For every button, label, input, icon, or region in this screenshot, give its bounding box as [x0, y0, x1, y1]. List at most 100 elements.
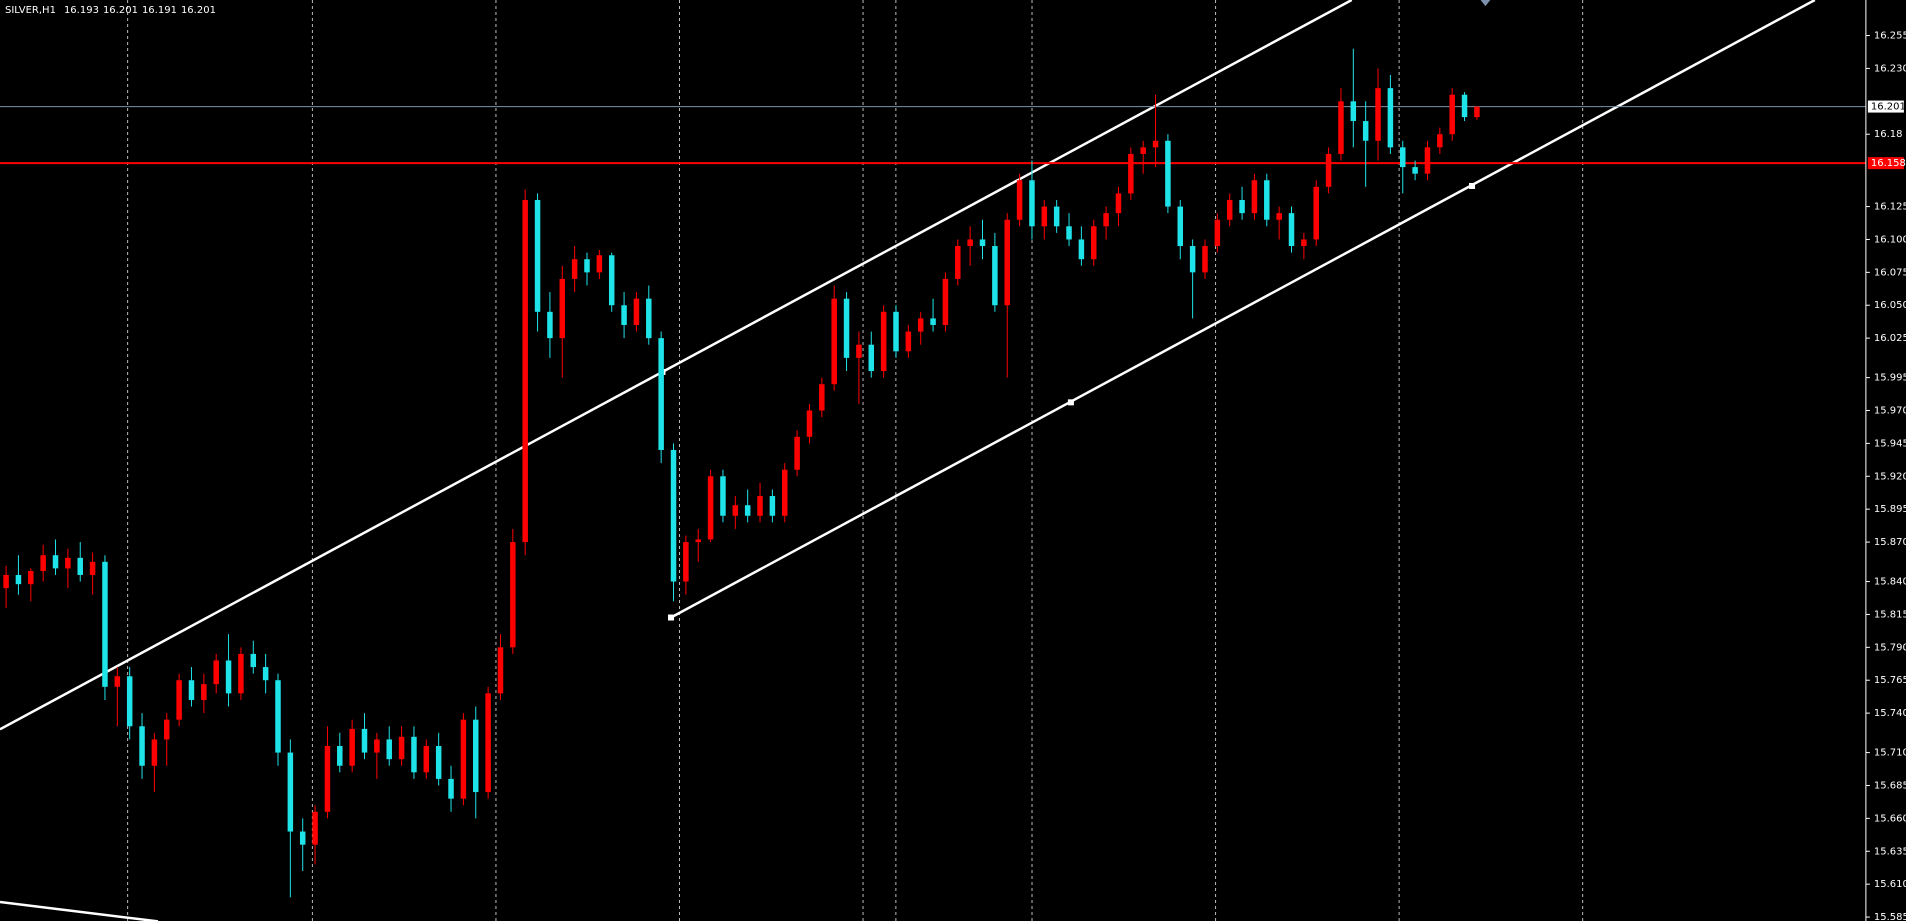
y-tick-label: 15.815 — [1874, 609, 1906, 620]
header-close: 16.201 — [181, 5, 216, 16]
candle-body — [1004, 219, 1010, 306]
candle-body — [819, 384, 825, 411]
level-price-label: 16.158 — [1871, 158, 1906, 169]
y-tick-label: 15.895 — [1874, 504, 1906, 515]
y-tick-label: 16.075 — [1874, 267, 1906, 278]
candle-body — [1189, 246, 1196, 273]
candle-body — [868, 344, 875, 372]
candle-body — [1362, 121, 1369, 141]
candle-body — [1029, 180, 1035, 227]
candle-body — [1449, 94, 1455, 135]
candle-body — [1399, 147, 1406, 168]
candle-body — [411, 736, 417, 773]
candle-body — [238, 653, 244, 694]
y-tick-label: 15.660 — [1874, 813, 1906, 824]
candle-body — [646, 298, 652, 339]
candle-body — [114, 676, 121, 687]
candle-body — [1412, 167, 1418, 174]
y-tick-label: 15.790 — [1874, 642, 1906, 653]
candle-body — [423, 746, 430, 773]
chart-header: SILVER,H1 16.193 16.201 16.191 16.201 — [5, 5, 216, 16]
candle-body — [3, 574, 9, 589]
candle-body — [1239, 199, 1245, 214]
candle-body — [522, 199, 528, 543]
y-tick-label: 15.870 — [1874, 537, 1906, 548]
trend-line — [0, 0, 1353, 731]
candle-body — [596, 255, 603, 273]
candle-body — [534, 199, 541, 312]
y-tick-label: 15.765 — [1874, 675, 1906, 686]
header-high: 16.201 — [103, 5, 138, 16]
candle-body — [930, 318, 936, 325]
candle-body — [139, 726, 145, 766]
candle-body — [880, 311, 887, 372]
candle-body — [1338, 101, 1344, 154]
candle-body — [151, 739, 158, 766]
candle-body — [497, 647, 504, 694]
y-tick-label: 15.610 — [1874, 879, 1906, 890]
candle-body — [299, 831, 306, 845]
trend-line — [0, 900, 159, 921]
y-tick-label: 15.840 — [1874, 577, 1906, 588]
candle-body — [1301, 239, 1307, 247]
candle-body — [40, 555, 46, 572]
axis-panel — [1865, 0, 1906, 921]
candle-body — [1090, 226, 1097, 260]
candle-body — [176, 680, 182, 720]
candle-body — [1313, 186, 1319, 240]
candle-body — [324, 746, 331, 812]
candle-body — [1078, 239, 1085, 260]
candle-body — [312, 811, 318, 845]
candle-body — [584, 259, 590, 273]
bid-price-label: 16.201 — [1871, 102, 1906, 113]
candle-body — [571, 259, 578, 279]
candle-body — [1251, 180, 1258, 214]
y-tick-label: 15.920 — [1874, 471, 1906, 482]
candle-body — [979, 239, 986, 247]
candle-body — [1288, 213, 1295, 247]
candle-body — [1437, 134, 1443, 148]
candle-body — [275, 680, 281, 753]
candle-body — [831, 298, 837, 385]
candle-body — [1474, 106, 1480, 118]
trend-handle — [1469, 182, 1476, 189]
candle-body — [89, 561, 96, 575]
y-tick-label: 15.970 — [1874, 406, 1906, 417]
candle-body — [942, 278, 949, 325]
y-tick-label: 15.710 — [1874, 748, 1906, 759]
candle-body — [337, 746, 343, 766]
candle-body — [460, 719, 467, 799]
y-tick-label: 16.050 — [1874, 300, 1906, 311]
candle-body — [188, 680, 195, 700]
y-tick-label: 15.685 — [1874, 780, 1906, 791]
candle-body — [1066, 226, 1072, 240]
candle-body — [720, 476, 726, 516]
candle-body — [1461, 94, 1468, 118]
candle-body — [28, 571, 34, 585]
candle-body — [1152, 140, 1159, 148]
candle-body — [448, 778, 454, 799]
candle-body — [15, 574, 22, 585]
candle-body — [794, 436, 800, 470]
candle-body — [52, 555, 59, 569]
candle-body — [1202, 246, 1208, 273]
candle-body — [485, 693, 491, 793]
candle-body — [1350, 101, 1357, 122]
candle-body — [349, 728, 355, 766]
candle-body — [782, 469, 788, 516]
trend-handle — [667, 614, 674, 621]
y-tick-label: 16.18 — [1874, 129, 1903, 140]
candle-body — [1165, 140, 1171, 207]
candle-body — [843, 298, 850, 358]
trend-handle — [1067, 399, 1074, 406]
trend-line — [670, 0, 1816, 619]
candle-body — [547, 311, 553, 339]
candle-body — [386, 739, 392, 760]
candle-body — [1325, 153, 1332, 187]
candle-body — [757, 496, 763, 516]
candle-body — [1041, 206, 1048, 227]
candle-body — [201, 684, 207, 700]
candle-body — [744, 505, 751, 516]
